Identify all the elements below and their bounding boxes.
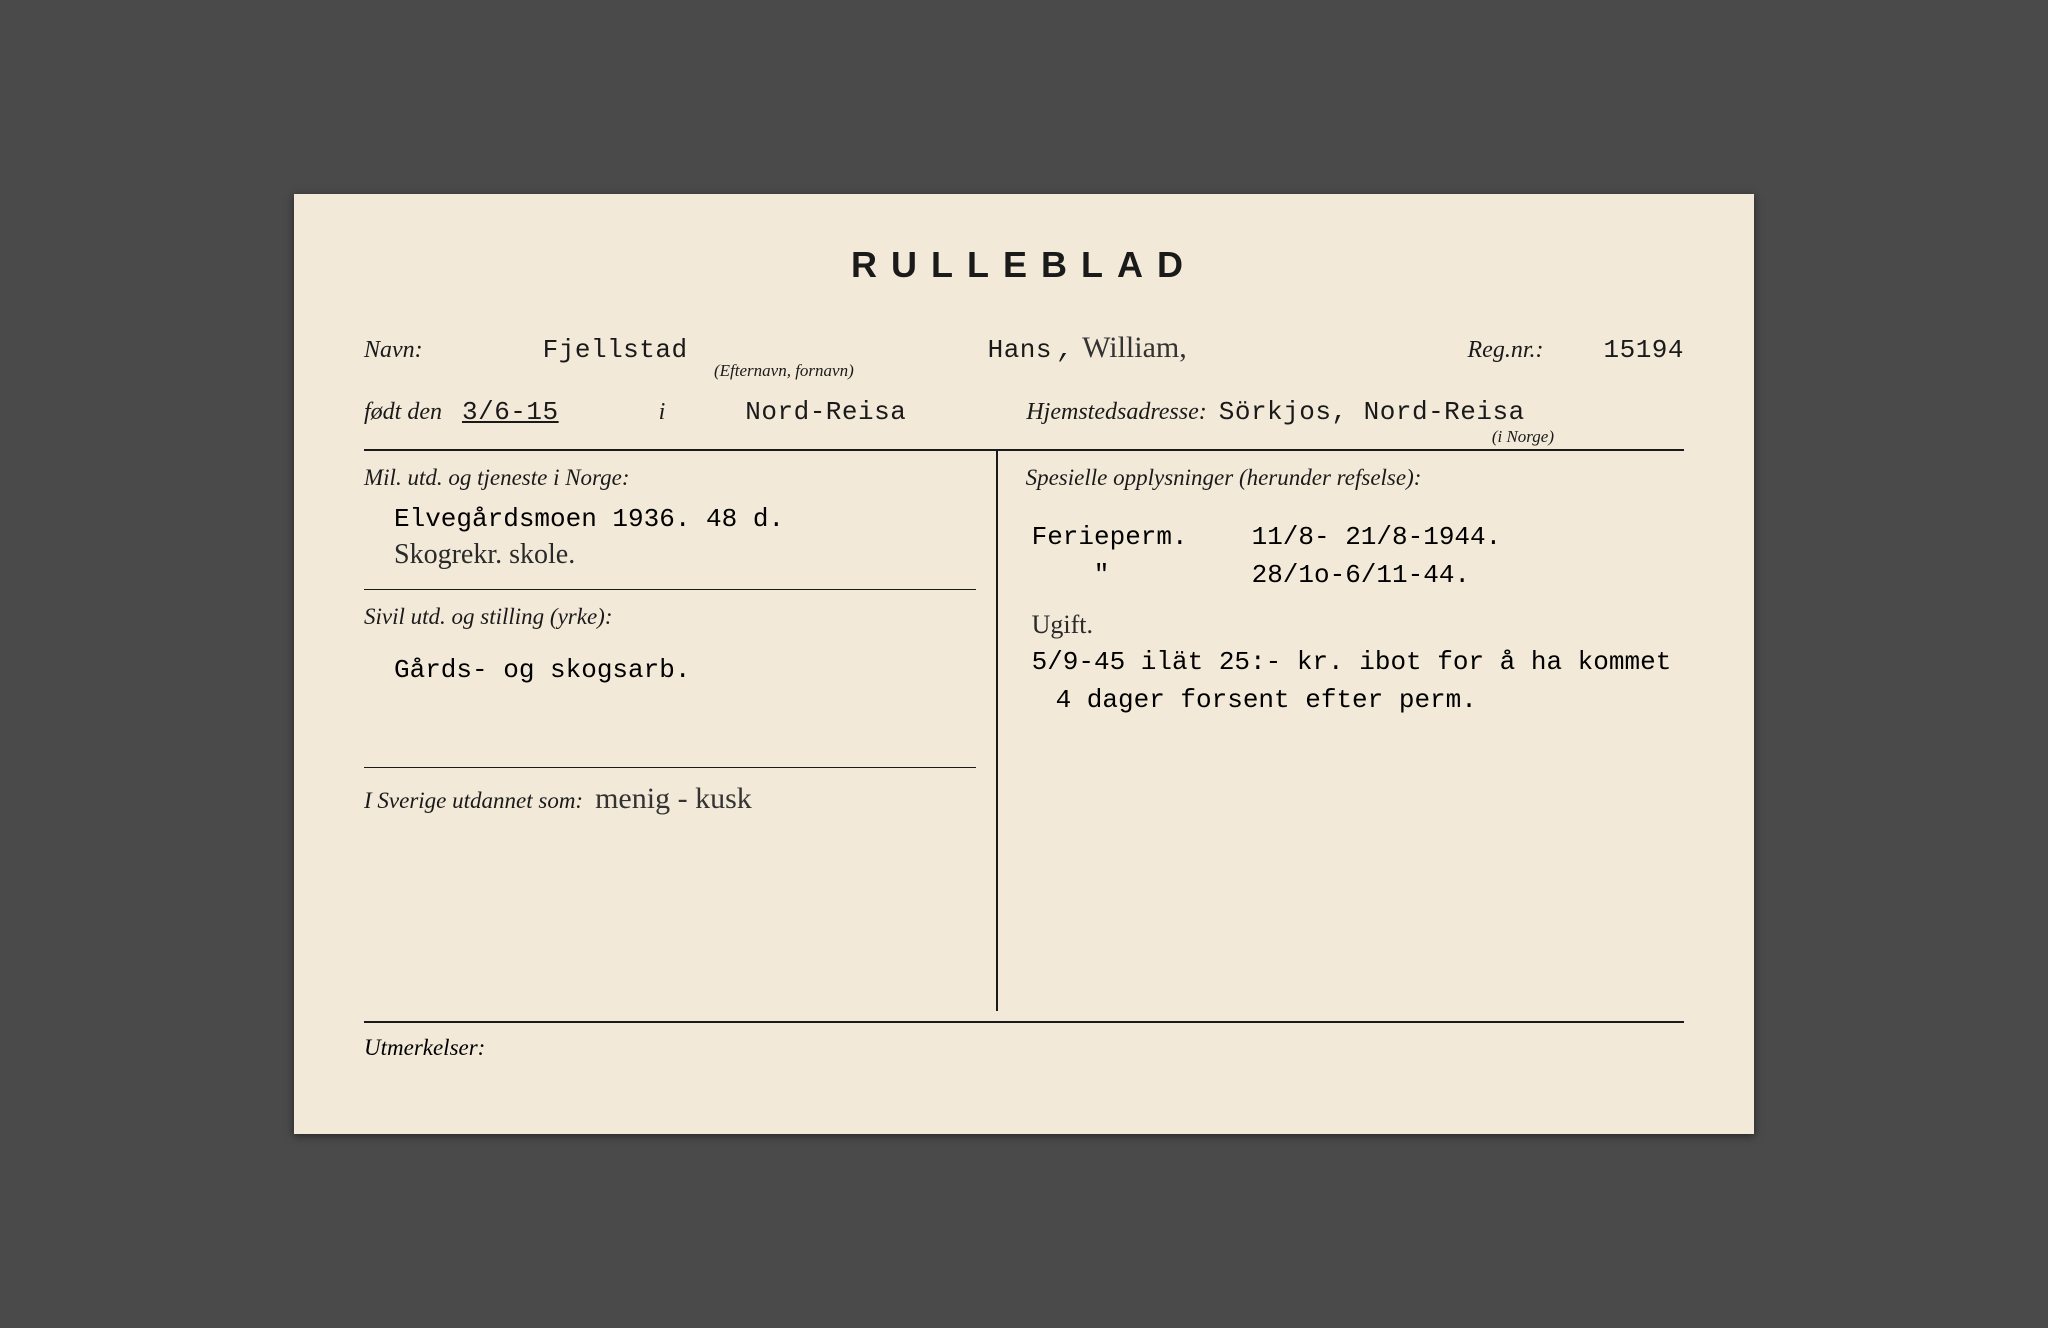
address-label: Hjemstedsadresse: — [1026, 399, 1206, 426]
name-row: Navn: Fjellstad Hans , William, Reg.nr.:… — [364, 331, 1684, 365]
military-line2: Skogrekr. skole. — [364, 539, 976, 571]
military-line1: Elvegårdsmoen 1936. 48 d. — [364, 501, 976, 539]
born-label: født den — [364, 399, 442, 426]
regnr-value: 15194 — [1603, 335, 1684, 365]
perm-dates-2: 28/1o-6/11-44. — [1252, 557, 1470, 595]
firstname-value: Hans — [988, 335, 1052, 365]
sweden-label: I Sverige utdannet som: — [364, 788, 583, 814]
record-card: RULLEBLAD Navn: Fjellstad Hans , William… — [294, 194, 1754, 1134]
middlename-value: William, — [1082, 331, 1187, 365]
columns: Mil. utd. og tjeneste i Norge: Elvegårds… — [364, 451, 1684, 1011]
special-body: Ferieperm. 11/8- 21/8-1944. " 28/1o-6/11… — [1026, 519, 1684, 719]
distinctions-label: Utmerkelser: — [364, 1035, 485, 1060]
marital-status: Ugift. — [1032, 606, 1684, 644]
card-title: RULLEBLAD — [364, 244, 1684, 286]
left-column: Mil. utd. og tjeneste i Norge: Elvegårds… — [364, 451, 998, 1011]
perm-dates-1: 11/8- 21/8-1944. — [1252, 519, 1502, 557]
dob-value: 3/6-15 — [462, 397, 559, 427]
address-value: Sörkjos, Nord-Reisa — [1219, 397, 1525, 427]
military-section: Mil. utd. og tjeneste i Norge: Elvegårds… — [364, 451, 976, 571]
comma: , — [1058, 335, 1074, 365]
military-label: Mil. utd. og tjeneste i Norge: — [364, 465, 976, 491]
fine-line-1: 5/9-45 ilät 25:- kr. ibot for å ha komme… — [1032, 644, 1684, 682]
name-sublabel: (Efternavn, fornavn) — [714, 361, 854, 381]
civil-section: Sivil utd. og stilling (yrke): Gårds- og… — [364, 590, 976, 750]
perm-label: Ferieperm. — [1032, 519, 1252, 557]
surname-value: Fjellstad — [543, 335, 688, 365]
birthplace-value: Nord-Reisa — [745, 397, 906, 427]
right-column: Spesielle opplysninger (herunder refsels… — [998, 451, 1684, 1011]
special-label: Spesielle opplysninger (herunder refsels… — [1026, 465, 1684, 491]
special-section: Spesielle opplysninger (herunder refsels… — [1026, 451, 1684, 719]
address-sublabel: (i Norge) — [1492, 427, 1554, 447]
civil-label: Sivil utd. og stilling (yrke): — [364, 604, 976, 630]
distinctions-section: Utmerkelser: — [364, 1021, 1684, 1061]
civil-line1: Gårds- og skogsarb. — [364, 652, 976, 690]
sweden-value: menig - kusk — [595, 782, 752, 816]
in-label: i — [659, 399, 666, 426]
ditto-mark: " — [1032, 557, 1172, 595]
birth-row: født den 3/6-15 i Nord-Reisa Hjemstedsad… — [364, 397, 1684, 427]
name-label: Navn: — [364, 337, 423, 364]
regnr-label: Reg.nr.: — [1468, 337, 1544, 364]
sweden-section: I Sverige utdannet som: menig - kusk — [364, 768, 976, 816]
fine-line-2: 4 dager forsent efter perm. — [1032, 682, 1684, 720]
